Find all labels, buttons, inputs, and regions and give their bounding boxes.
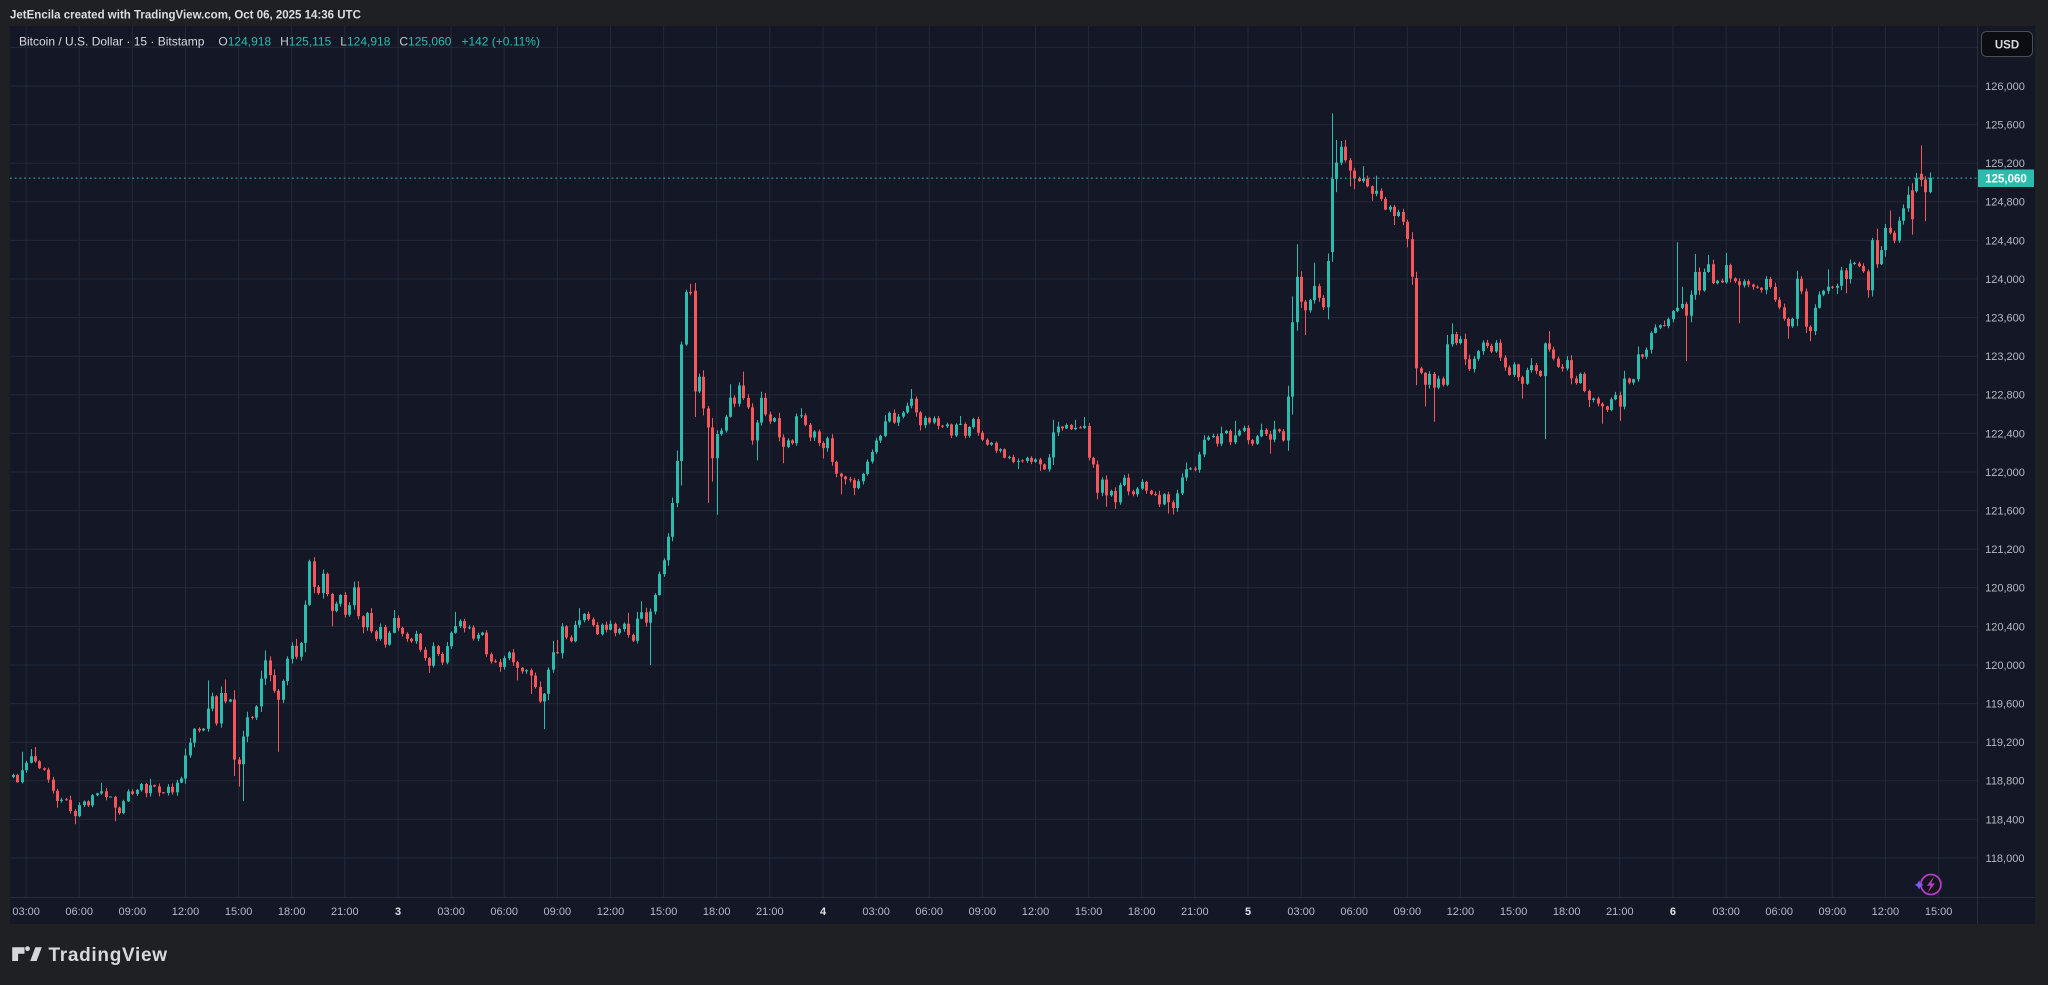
- svg-text:121,200: 121,200: [1985, 544, 2025, 556]
- svg-text:4: 4: [820, 906, 827, 918]
- svg-text:121,600: 121,600: [1985, 506, 2025, 518]
- svg-text:09:00: 09:00: [1394, 906, 1422, 918]
- svg-text:09:00: 09:00: [119, 906, 147, 918]
- svg-text:03:00: 03:00: [437, 906, 465, 918]
- svg-text:120,000: 120,000: [1985, 660, 2025, 672]
- svg-text:21:00: 21:00: [756, 906, 784, 918]
- svg-text:120,800: 120,800: [1985, 583, 2025, 595]
- svg-text:18:00: 18:00: [1128, 906, 1156, 918]
- svg-text:120,400: 120,400: [1985, 621, 2025, 633]
- svg-text:03:00: 03:00: [862, 906, 890, 918]
- svg-text:124,000: 124,000: [1985, 274, 2025, 286]
- svg-text:122,000: 122,000: [1985, 467, 2025, 479]
- svg-text:118,800: 118,800: [1986, 776, 2025, 788]
- svg-text:124,800: 124,800: [1985, 197, 2025, 209]
- svg-text:119,600: 119,600: [1986, 699, 2025, 711]
- svg-text:12:00: 12:00: [1022, 906, 1050, 918]
- svg-text:125,060: 125,060: [1985, 173, 2027, 185]
- svg-text:06:00: 06:00: [65, 906, 93, 918]
- svg-text:18:00: 18:00: [278, 906, 306, 918]
- svg-text:15:00: 15:00: [1925, 906, 1953, 918]
- svg-text:03:00: 03:00: [12, 906, 40, 918]
- svg-text:21:00: 21:00: [1606, 906, 1634, 918]
- svg-text:JetEncila created with Trading: JetEncila created with TradingView.com, …: [10, 10, 361, 22]
- svg-text:125,200: 125,200: [1985, 158, 2025, 170]
- svg-text:06:00: 06:00: [490, 906, 518, 918]
- svg-text:123,600: 123,600: [1985, 313, 2025, 325]
- svg-text:12:00: 12:00: [597, 906, 625, 918]
- svg-text:12:00: 12:00: [1872, 906, 1900, 918]
- svg-text:5: 5: [1245, 906, 1251, 918]
- svg-text:118,400: 118,400: [1986, 814, 2025, 826]
- svg-text:123,200: 123,200: [1985, 351, 2025, 363]
- svg-text:15:00: 15:00: [1500, 906, 1528, 918]
- svg-text:12:00: 12:00: [172, 906, 200, 918]
- svg-text:Bitcoin / U.S. Dollar · 15 · B: Bitcoin / U.S. Dollar · 15 · Bitstamp O12…: [19, 35, 540, 49]
- svg-text:09:00: 09:00: [544, 906, 572, 918]
- svg-text:6: 6: [1670, 906, 1676, 918]
- svg-text:18:00: 18:00: [703, 906, 731, 918]
- svg-text:06:00: 06:00: [915, 906, 943, 918]
- svg-text:3: 3: [395, 906, 401, 918]
- svg-text:15:00: 15:00: [1075, 906, 1103, 918]
- svg-text:124,400: 124,400: [1985, 235, 2025, 247]
- svg-text:126,000: 126,000: [1985, 81, 2025, 93]
- svg-text:118,000: 118,000: [1986, 853, 2025, 865]
- svg-text:119,200: 119,200: [1986, 737, 2025, 749]
- svg-text:03:00: 03:00: [1712, 906, 1740, 918]
- svg-text:06:00: 06:00: [1340, 906, 1368, 918]
- svg-text:125,600: 125,600: [1985, 120, 2025, 132]
- svg-text:09:00: 09:00: [1819, 906, 1847, 918]
- svg-text:122,800: 122,800: [1985, 390, 2025, 402]
- svg-text:15:00: 15:00: [225, 906, 253, 918]
- svg-text:18:00: 18:00: [1553, 906, 1581, 918]
- svg-text:12:00: 12:00: [1447, 906, 1475, 918]
- svg-text:USD: USD: [1995, 40, 2019, 52]
- svg-text:15:00: 15:00: [650, 906, 678, 918]
- svg-text:21:00: 21:00: [331, 906, 359, 918]
- svg-text:122,400: 122,400: [1985, 428, 2025, 440]
- svg-text:03:00: 03:00: [1287, 906, 1315, 918]
- svg-text:TradingView: TradingView: [49, 945, 168, 966]
- svg-text:06:00: 06:00: [1765, 906, 1793, 918]
- svg-text:21:00: 21:00: [1181, 906, 1209, 918]
- svg-text:09:00: 09:00: [969, 906, 997, 918]
